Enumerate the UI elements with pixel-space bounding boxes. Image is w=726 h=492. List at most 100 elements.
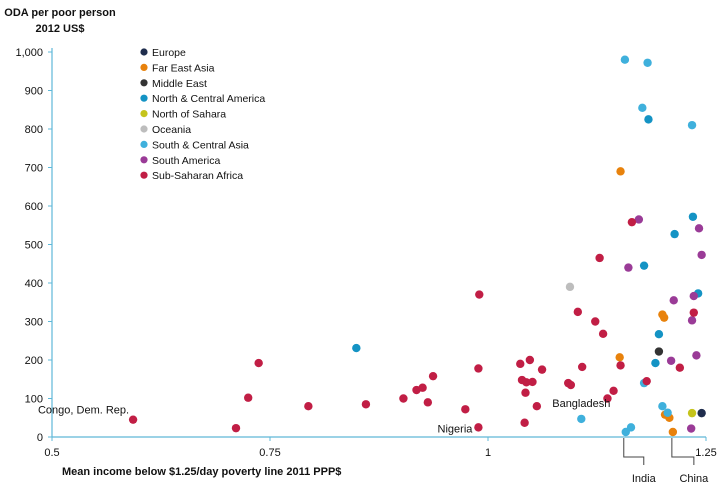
- data-point: [573, 307, 583, 317]
- annotation-leader: [671, 437, 695, 465]
- data-point: [522, 378, 531, 387]
- legend-label: Middle East: [152, 78, 207, 90]
- y-tick-label: 300: [25, 317, 43, 329]
- data-point: [692, 351, 701, 360]
- legend-marker: [140, 110, 148, 118]
- x-tick-label: 0.5: [44, 447, 59, 459]
- y-tick-labels: 0 100 200 300 400 500 600 700 800 900 1,000: [15, 47, 52, 444]
- data-point: [609, 386, 618, 395]
- data-point: [687, 120, 697, 130]
- y-axis-title: ODA per poor person 2012 US$: [4, 7, 116, 35]
- data-point: [616, 167, 625, 176]
- data-point: [603, 394, 612, 403]
- data-point: [598, 329, 608, 339]
- data-point: [638, 103, 647, 113]
- y-tick-label: 800: [25, 124, 43, 136]
- data-point: [577, 362, 587, 372]
- x-tick-label: 1.25: [695, 447, 716, 459]
- data-point: [689, 308, 698, 317]
- data-point: [474, 423, 483, 432]
- data-point: [687, 408, 697, 418]
- legend-label: Sub-Saharan Africa: [152, 170, 243, 182]
- data-point: [644, 115, 653, 124]
- data-point: [418, 383, 427, 392]
- legend-marker: [140, 171, 148, 179]
- data-point: [675, 363, 685, 372]
- data-point: [565, 282, 575, 292]
- x-tick-label: 0.75: [259, 447, 280, 459]
- y-tick-label: 500: [25, 240, 43, 252]
- data-point: [304, 402, 313, 411]
- legend-marker: [140, 156, 148, 164]
- x-axis-title: Mean income below $1.25/day poverty line…: [62, 466, 341, 478]
- data-point: [688, 212, 698, 221]
- data-point: [423, 398, 433, 407]
- y-tick-label: 100: [25, 394, 43, 406]
- data-point: [658, 402, 667, 411]
- y-tick-label: 900: [25, 86, 43, 98]
- x-tick-label: 1: [485, 447, 491, 459]
- y-axis-title-line: ODA per poor person: [4, 7, 116, 19]
- y-tick-label: 200: [25, 355, 43, 367]
- legend-marker: [140, 140, 148, 148]
- data-point: [616, 361, 625, 370]
- data-point: [634, 215, 644, 224]
- data-point: [615, 353, 624, 362]
- data-point: [697, 408, 706, 418]
- legend-marker: [140, 79, 148, 87]
- data-point: [689, 291, 698, 301]
- legend: Europe Far East Asia Middle East North & Ce…: [140, 47, 265, 182]
- data-point: [694, 224, 704, 233]
- annotation-label: Bangladesh: [552, 398, 610, 410]
- data-point: [651, 358, 660, 368]
- data-point: [475, 290, 484, 299]
- y-tick-label: 700: [25, 163, 43, 175]
- data-point: [566, 380, 576, 390]
- data-point: [627, 217, 637, 227]
- legend-marker: [140, 48, 148, 56]
- data-point: [352, 343, 361, 353]
- data-point: [520, 418, 529, 427]
- data-point: [474, 364, 483, 373]
- legend-label: South & Central Asia: [152, 139, 249, 151]
- data-point: [428, 371, 438, 381]
- data-point: [626, 423, 636, 432]
- data-point: [361, 400, 371, 409]
- data-point: [528, 377, 537, 387]
- data-point: [231, 423, 241, 433]
- data-point: [624, 263, 633, 272]
- data-point: [461, 405, 470, 414]
- data-point: [666, 356, 676, 365]
- annotation-label: China: [679, 473, 709, 485]
- annotations: Congo, Dem. Rep. Nigeria Bangladesh India Ch…: [38, 398, 709, 485]
- data-point: [654, 347, 664, 356]
- y-axis-title-line: 2012 US$: [36, 23, 85, 35]
- y-tick-label: 600: [25, 201, 43, 213]
- data-point: [670, 229, 679, 239]
- data-point: [697, 250, 706, 260]
- legend-label: Far East Asia: [152, 62, 215, 74]
- x-tick-labels: 0.5 0.75 1 1.25: [44, 437, 717, 459]
- data-point: [668, 427, 678, 437]
- data-point: [642, 376, 651, 386]
- legend-marker: [140, 94, 148, 102]
- data-point: [639, 261, 649, 270]
- annotation-leader: [623, 437, 645, 465]
- data-point: [128, 415, 138, 424]
- legend-label: Europe: [152, 47, 186, 59]
- data-point: [532, 402, 542, 411]
- y-tick-label: 400: [25, 278, 43, 290]
- data-point: [669, 296, 678, 305]
- data-point: [687, 316, 697, 325]
- legend-label: North & Central America: [152, 93, 265, 105]
- data-point: [399, 394, 408, 403]
- data-point: [643, 58, 652, 67]
- legend-marker: [140, 63, 148, 71]
- annotation-label: Congo, Dem. Rep.: [38, 405, 129, 417]
- data-point: [595, 253, 604, 263]
- legend-marker: [140, 125, 148, 133]
- data-points: [128, 55, 706, 437]
- data-point: [577, 414, 586, 424]
- data-point: [254, 358, 263, 368]
